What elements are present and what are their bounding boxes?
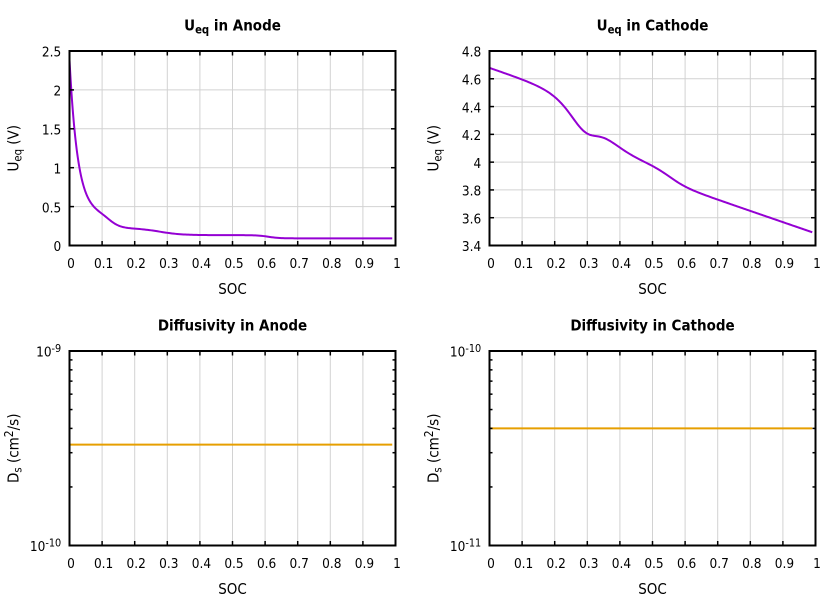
x-tick-label: 0.1 — [514, 556, 533, 572]
y-axis-label: Ueq (V) — [6, 125, 25, 172]
x-tick-label: 0.7 — [290, 556, 309, 572]
y-tick-label: 3.4 — [462, 240, 481, 256]
x-tick-label: 0 — [67, 256, 75, 272]
curve-line — [68, 60, 393, 240]
y-tick-label: 2.5 — [42, 45, 61, 61]
plot-title: Ueq in Anode — [184, 18, 281, 37]
y-tick-label: 2 — [54, 84, 62, 100]
x-axis-label: SOC — [218, 581, 247, 598]
x-tick-label: 0.5 — [224, 256, 243, 272]
tick-marks — [488, 350, 817, 547]
x-tick-label: 0.7 — [710, 556, 729, 572]
grid — [489, 350, 816, 546]
x-tick-label: 0.3 — [159, 556, 178, 572]
y-tick-label: 3.8 — [462, 184, 481, 200]
x-tick-label: 0.8 — [742, 556, 761, 572]
x-tick-label: 0 — [487, 556, 495, 572]
y-tick-label: 0.5 — [42, 201, 61, 217]
y-tick-label: 1 — [54, 162, 62, 178]
y-tick-label: 10-9 — [36, 342, 61, 361]
x-tick-label: 0.3 — [159, 256, 178, 272]
x-tick-label: 0.3 — [579, 256, 598, 272]
plot-title: Diffusivity in Anode — [158, 318, 307, 335]
y-tick-label: 4 — [474, 156, 482, 172]
y-tick-label: 10-11 — [450, 537, 481, 556]
tick-marks — [488, 50, 817, 247]
plot-ueq-anode: 0 0.1 0.2 0.3 0.4 0.5 0.6 0.7 0.8 0.9 1 0 0.5 1 1.5 2 2.… — [6, 18, 401, 299]
y-tick-label: 4.4 — [462, 101, 481, 117]
x-tick-label: 1 — [393, 256, 401, 272]
plot-diffusivity-cathode: 0 0.1 0.2 0.3 0.4 0.5 0.6 0.7 0.8 0.9 1 10-11 10-10 S… — [422, 318, 821, 599]
y-axis-label: Ds (cm2/s) — [2, 414, 25, 483]
grid — [69, 50, 396, 246]
x-tick-label: 0.6 — [677, 256, 696, 272]
x-axis-label: SOC — [638, 581, 667, 598]
x-tick-label: 0.2 — [547, 256, 566, 272]
y-axis-label: Ueq (V) — [426, 125, 445, 172]
y-tick-label: 10-10 — [450, 342, 481, 361]
x-tick-label: 1 — [813, 256, 821, 272]
x-tick-label: 0.3 — [579, 556, 598, 572]
x-tick-label: 0.4 — [612, 556, 631, 572]
x-tick-label: 0.1 — [94, 556, 113, 572]
x-axis-label: SOC — [638, 281, 667, 298]
x-axis-label: SOC — [218, 281, 247, 298]
y-tick-label: 10-10 — [30, 537, 61, 556]
curve-line — [489, 66, 813, 234]
x-tick-label: 0.1 — [514, 256, 533, 272]
y-tick-label: 0 — [54, 240, 62, 256]
x-tick-label: 0.6 — [677, 556, 696, 572]
x-tick-label: 0 — [67, 556, 75, 572]
y-tick-label: 1.5 — [42, 123, 61, 139]
x-tick-label: 0.9 — [775, 256, 794, 272]
y-tick-label: 4.8 — [462, 45, 481, 61]
x-tick-label: 0.5 — [644, 256, 663, 272]
x-tick-label: 0.4 — [612, 256, 631, 272]
y-tick-label: 3.6 — [462, 212, 481, 228]
x-tick-label: 0.6 — [257, 556, 276, 572]
x-tick-label: 0.9 — [355, 256, 374, 272]
x-tick-label: 0.5 — [224, 556, 243, 572]
y-tick-label: 4.2 — [462, 128, 481, 144]
tick-marks — [68, 350, 397, 547]
x-tick-label: 0.2 — [127, 556, 146, 572]
x-tick-label: 0.5 — [644, 556, 663, 572]
x-tick-label: 0.2 — [547, 556, 566, 572]
x-tick-label: 0.9 — [775, 556, 794, 572]
plot-title: Ueq in Cathode — [597, 18, 709, 37]
x-tick-label: 0.1 — [94, 256, 113, 272]
x-tick-label: 1 — [393, 556, 401, 572]
x-tick-label: 0.8 — [322, 556, 341, 572]
x-tick-label: 0.4 — [192, 556, 211, 572]
x-tick-label: 0.8 — [322, 256, 341, 272]
x-tick-label: 1 — [813, 556, 821, 572]
x-tick-label: 0 — [487, 256, 495, 272]
x-tick-label: 0.7 — [710, 256, 729, 272]
plot-ueq-cathode: 0 0.1 0.2 0.3 0.4 0.5 0.6 0.7 0.8 0.9 1 3.4 3.6 3.8 4 4… — [426, 18, 821, 299]
y-axis-label: Ds (cm2/s) — [422, 414, 445, 483]
x-tick-label: 0.6 — [257, 256, 276, 272]
x-tick-label: 0.8 — [742, 256, 761, 272]
x-tick-label: 0.4 — [192, 256, 211, 272]
plot-diffusivity-anode: 0 0.1 0.2 0.3 0.4 0.5 0.6 0.7 0.8 0.9 1 10-10 10-9 SO… — [2, 318, 401, 599]
x-tick-label: 0.9 — [355, 556, 374, 572]
x-tick-label: 0.7 — [290, 256, 309, 272]
grid — [69, 350, 396, 546]
tick-marks — [68, 50, 397, 247]
x-tick-label: 0.2 — [127, 256, 146, 272]
plot-title: Diffusivity in Cathode — [570, 318, 734, 335]
y-tick-label: 4.6 — [462, 73, 481, 89]
